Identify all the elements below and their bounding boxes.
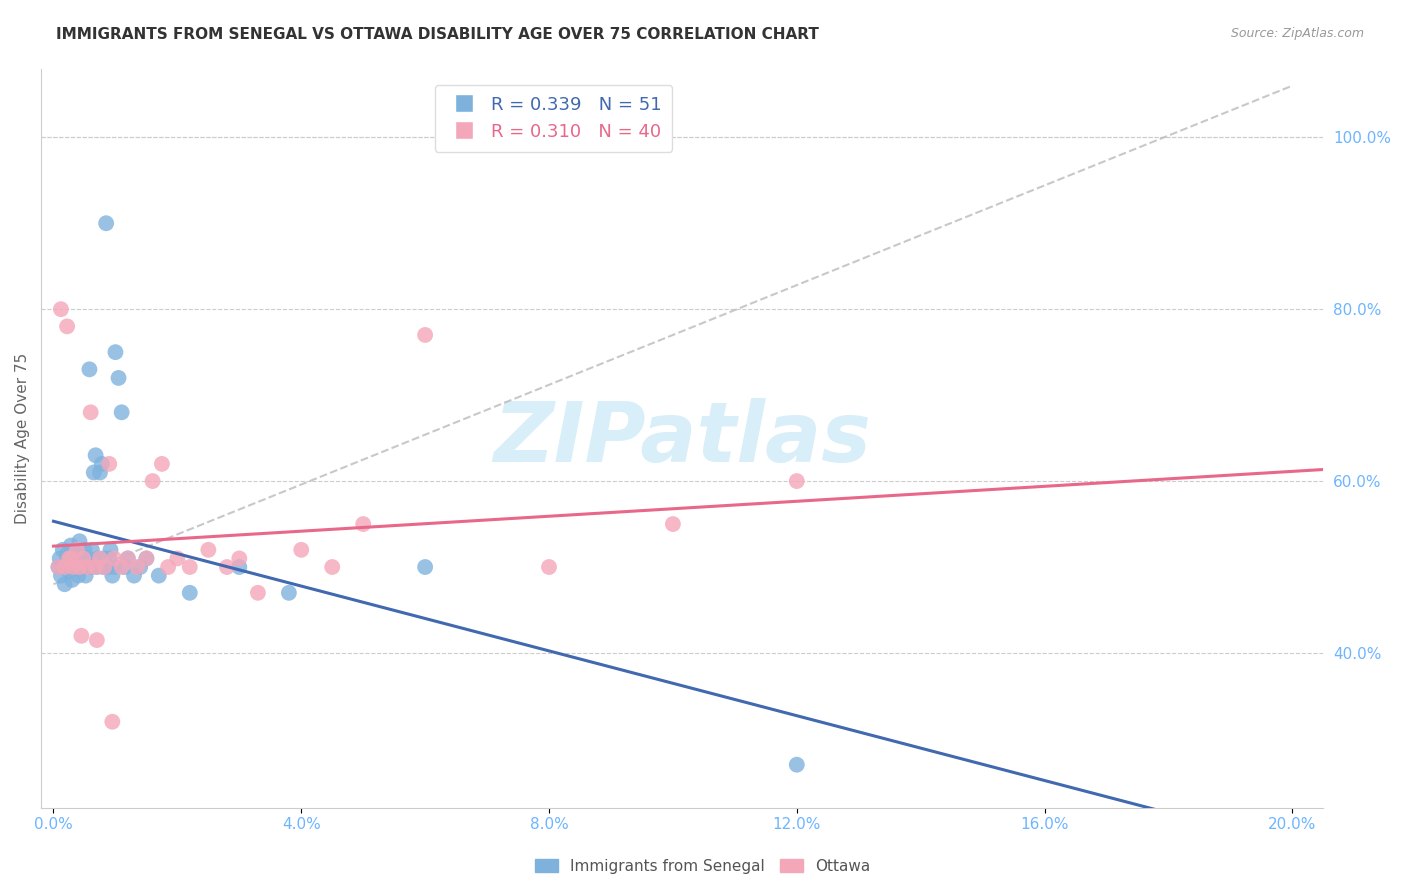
Point	[103, 551, 125, 566]
Point	[62, 560, 84, 574]
Text: Source: ZipAtlas.com: Source: ZipAtlas.com	[1230, 27, 1364, 40]
Point	[246, 586, 269, 600]
Point	[107, 371, 129, 385]
Point	[59, 539, 82, 553]
Point	[93, 560, 115, 574]
Point	[89, 466, 111, 480]
Point	[148, 568, 170, 582]
Point	[352, 516, 374, 531]
Point	[87, 551, 110, 566]
Point	[59, 551, 82, 566]
Point	[76, 560, 98, 574]
Point	[73, 542, 96, 557]
Point	[49, 302, 72, 317]
Point	[48, 560, 70, 574]
Point	[94, 216, 117, 230]
Point	[86, 560, 108, 574]
Point	[72, 560, 94, 574]
Point	[786, 474, 808, 488]
Point	[48, 551, 70, 566]
Point	[84, 448, 107, 462]
Point	[69, 560, 91, 574]
Point	[179, 586, 201, 600]
Point	[111, 405, 134, 419]
Point	[84, 560, 107, 574]
Point	[114, 560, 136, 574]
Point	[101, 568, 124, 582]
Point	[98, 551, 121, 566]
Point	[413, 560, 436, 574]
Point	[277, 586, 299, 600]
Point	[786, 757, 808, 772]
Point	[413, 328, 436, 343]
Point	[53, 577, 76, 591]
Point	[52, 542, 75, 557]
Point	[228, 560, 250, 574]
Point	[58, 551, 80, 566]
Point	[83, 466, 105, 480]
Point	[97, 560, 120, 574]
Point	[117, 551, 139, 566]
Point	[321, 560, 343, 574]
Text: ZIPatlas: ZIPatlas	[494, 398, 872, 479]
Point	[122, 568, 145, 582]
Point	[79, 560, 101, 574]
Point	[90, 457, 112, 471]
Point	[537, 560, 560, 574]
Point	[93, 551, 115, 566]
Point	[53, 560, 76, 574]
Text: IMMIGRANTS FROM SENEGAL VS OTTAWA DISABILITY AGE OVER 75 CORRELATION CHART: IMMIGRANTS FROM SENEGAL VS OTTAWA DISABI…	[56, 27, 820, 42]
Point	[63, 560, 86, 574]
Point	[197, 542, 219, 557]
Point	[67, 568, 90, 582]
Point	[104, 345, 127, 359]
Point	[62, 551, 84, 566]
Point	[66, 542, 89, 557]
Point	[69, 534, 91, 549]
Point	[129, 560, 152, 574]
Point	[179, 560, 201, 574]
Point	[100, 542, 122, 557]
Point	[101, 714, 124, 729]
Point	[72, 551, 94, 566]
Point	[49, 568, 72, 582]
Point	[662, 516, 685, 531]
Point	[215, 560, 238, 574]
Point	[70, 551, 93, 566]
Point	[48, 560, 70, 574]
Point	[117, 551, 139, 566]
Point	[70, 629, 93, 643]
Point	[135, 551, 157, 566]
Point	[80, 542, 103, 557]
Point	[66, 542, 89, 557]
Point	[157, 560, 180, 574]
Point	[166, 551, 188, 566]
Point	[103, 560, 125, 574]
Point	[58, 564, 80, 578]
Point	[290, 542, 312, 557]
Point	[79, 362, 101, 376]
Point	[76, 551, 98, 566]
Point	[89, 551, 111, 566]
Point	[228, 551, 250, 566]
Y-axis label: Disability Age Over 75: Disability Age Over 75	[15, 352, 30, 524]
Point	[75, 568, 97, 582]
Point	[98, 457, 121, 471]
Legend: R = 0.339   N = 51, R = 0.310   N = 40: R = 0.339 N = 51, R = 0.310 N = 40	[434, 85, 672, 152]
Point	[79, 405, 101, 419]
Point	[142, 474, 165, 488]
Point	[56, 319, 79, 334]
Point	[56, 547, 79, 561]
Point	[55, 556, 77, 570]
Point	[111, 560, 134, 574]
Point	[127, 560, 149, 574]
Point	[60, 573, 83, 587]
Point	[150, 457, 173, 471]
Point	[86, 633, 108, 648]
Legend: Immigrants from Senegal, Ottawa: Immigrants from Senegal, Ottawa	[529, 853, 877, 880]
Point	[91, 560, 114, 574]
Point	[135, 551, 157, 566]
